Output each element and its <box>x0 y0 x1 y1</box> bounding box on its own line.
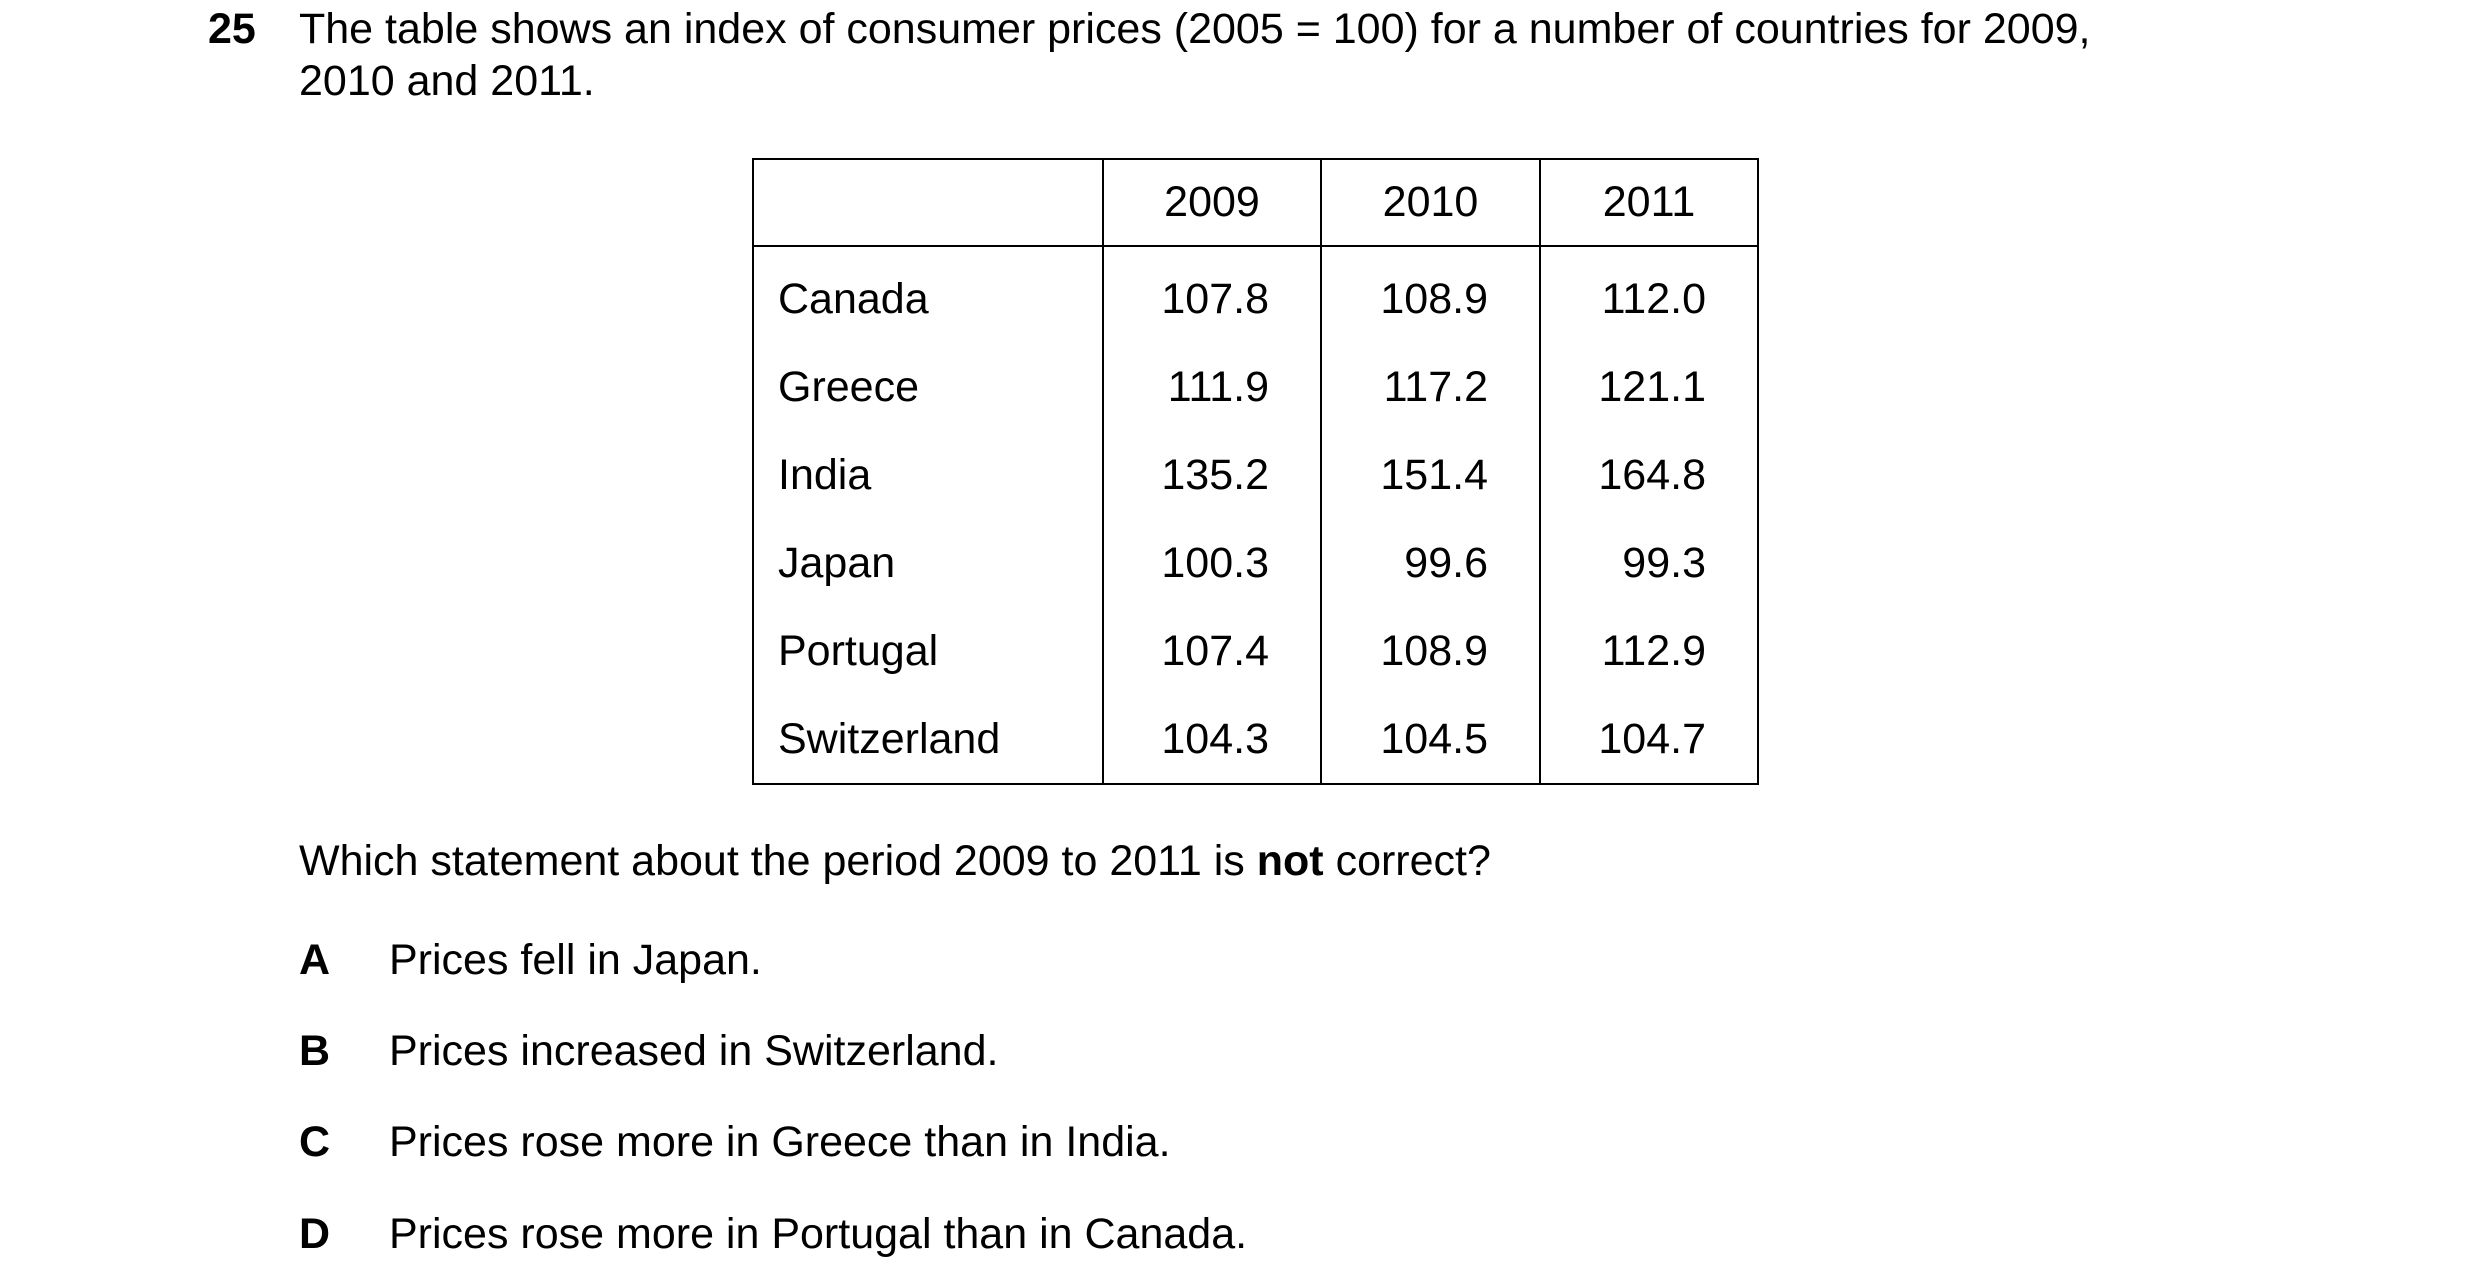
value-cell: 99.6 <box>1320 519 1541 607</box>
letter: D <box>299 1210 331 1258</box>
prompt-emphasis: not <box>1256 837 1324 885</box>
prompt-text: correct? <box>1323 837 1491 885</box>
letter: C <box>299 1118 331 1166</box>
country-cell: Switzerland <box>752 695 1104 784</box>
prompt-text: Which statement about the period 2009 to… <box>299 837 1257 885</box>
value-cell: 104.7 <box>1539 695 1759 784</box>
header-cell: 2009 <box>1102 158 1322 247</box>
option-text: Prices fell in Japan. <box>389 936 762 984</box>
value-cell: 100.3 <box>1102 519 1322 607</box>
stem-line: The table shows an index of consumer pri… <box>299 5 2091 53</box>
option-text: Prices increased in Switzerland. <box>389 1027 999 1075</box>
letter: A <box>299 936 331 984</box>
value-cell: 104.3 <box>1102 695 1322 784</box>
table-row: Japan 100.3 99.6 99.3 <box>752 519 1759 607</box>
value-cell: 108.9 <box>1320 607 1541 695</box>
price-table: 2009 2010 2011 Canada 107.8 108.9 112.0 Greece… <box>752 158 1759 785</box>
value-cell: 151.4 <box>1320 431 1541 519</box>
letter: B <box>299 1027 331 1075</box>
option-letter: D <box>299 1209 330 1259</box>
header-row: 2009 2010 2011 <box>752 158 1759 247</box>
value-cell: 121.1 <box>1539 343 1759 431</box>
table-row: Portugal 107.4 108.9 112.9 <box>752 607 1759 695</box>
country-cell: Greece <box>752 343 1104 431</box>
option-letter: A <box>299 935 330 985</box>
option-text: Prices rose more in Greece than in India… <box>389 1118 1171 1166</box>
value-cell: 112.9 <box>1539 607 1759 695</box>
value-cell: 111.9 <box>1102 343 1322 431</box>
value-cell: 164.8 <box>1539 431 1759 519</box>
prompt: Which statement about the period 2009 to… <box>299 836 1491 886</box>
country-cell: Japan <box>752 519 1104 607</box>
table-row: India 135.2 151.4 164.8 <box>752 431 1759 519</box>
value-cell: 117.2 <box>1320 343 1541 431</box>
value-cell: 107.4 <box>1102 607 1322 695</box>
header-cell <box>752 158 1104 247</box>
table-body: Canada 107.8 108.9 112.0 Greece 111.9 117.2 121… <box>752 246 1759 784</box>
value-cell: 107.8 <box>1102 246 1322 343</box>
value-cell: 135.2 <box>1102 431 1322 519</box>
option-letter: C <box>299 1117 330 1167</box>
table-row: Greece 111.9 117.2 121.1 <box>752 343 1759 431</box>
table-row: Canada 107.8 108.9 112.0 <box>752 246 1759 343</box>
country-cell: Canada <box>752 246 1104 343</box>
value-cell: 104.5 <box>1320 695 1541 784</box>
option-text: Prices rose more in Portugal than in Can… <box>389 1210 1248 1258</box>
stem-line: 2010 and 2011. <box>299 57 595 105</box>
header-cell: 2010 <box>1320 158 1541 247</box>
table-row: Switzerland 104.3 104.5 104.7 <box>752 695 1759 784</box>
value-cell: 112.0 <box>1539 246 1759 343</box>
option-letter: B <box>299 1026 330 1076</box>
header-cell: 2011 <box>1539 158 1759 247</box>
country-cell: Portugal <box>752 607 1104 695</box>
value-cell: 99.3 <box>1539 519 1759 607</box>
country-cell: India <box>752 431 1104 519</box>
value-cell: 108.9 <box>1320 246 1541 343</box>
number: 25 <box>208 5 256 53</box>
question-number: 25 <box>208 4 256 54</box>
